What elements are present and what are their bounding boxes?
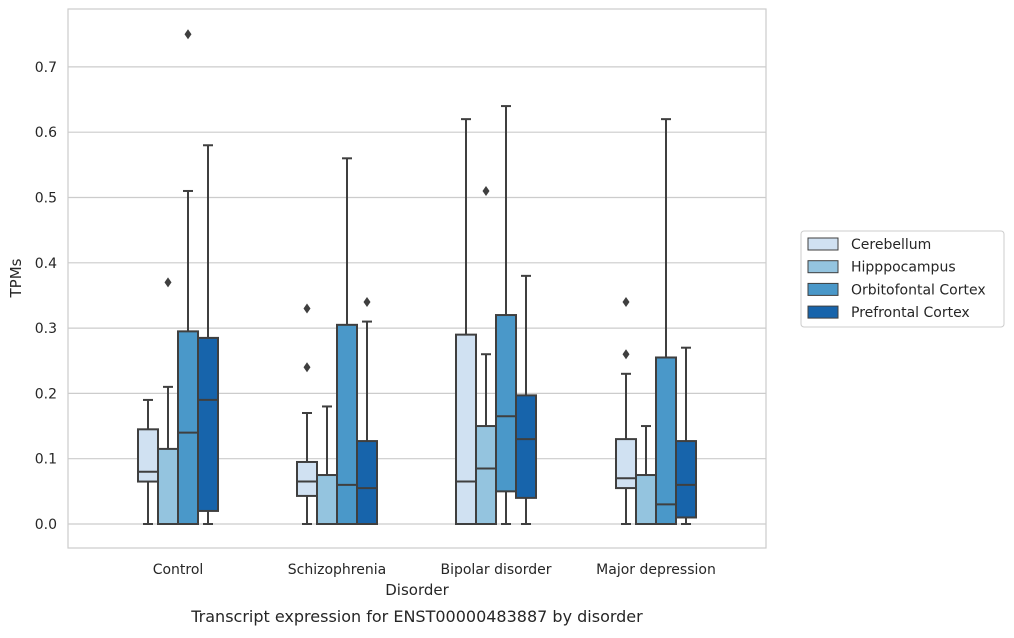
y-tick-label: 0.3 [35, 321, 57, 337]
box-iqr [495, 314, 517, 493]
y-tick-label: 0.1 [35, 452, 57, 468]
outlier-point [184, 29, 192, 40]
box-iqr [356, 440, 378, 525]
outlier-point [303, 362, 311, 373]
y-tick-label: 0.2 [35, 386, 57, 402]
legend-label: Cerebellum [851, 237, 931, 253]
outlier-point [363, 296, 371, 307]
box-iqr [177, 330, 199, 525]
plot-frame [67, 8, 767, 549]
x-tick-label: Schizophrenia [288, 562, 386, 578]
chart-caption: Transcript expression for ENST0000048388… [190, 607, 643, 626]
box-hipppocampus [475, 185, 497, 525]
x-axis-ticks: Control Schizophrenia Bipolar disorder Majo… [153, 562, 716, 578]
legend-swatch [807, 237, 839, 251]
y-tick-label: 0.7 [35, 60, 57, 76]
box-prefrontal-cortex [356, 296, 378, 525]
box-iqr [455, 333, 477, 525]
box-orbitofontal-cortex [177, 29, 199, 525]
box-prefrontal-cortex [515, 274, 537, 525]
x-tick-label: Major depression [596, 562, 716, 578]
y-tick-label: 0.5 [35, 191, 57, 207]
legend-frame [800, 230, 1005, 328]
outlier-point [622, 296, 630, 307]
box-prefrontal-cortex [197, 144, 219, 525]
box-orbitofontal-cortex [336, 157, 358, 525]
legend-swatch [807, 260, 839, 274]
box-prefrontal-cortex [675, 346, 697, 525]
box-groups [137, 29, 697, 525]
legend-label: Hipppocampus [851, 260, 956, 276]
legend-swatch [807, 305, 839, 319]
box-iqr [635, 474, 657, 525]
y-axis-ticks: 0.0 0.1 0.2 0.3 0.4 0.5 0.6 0.7 [35, 60, 57, 533]
y-axis-title: TPMs [7, 258, 25, 298]
box-cerebellum [296, 303, 318, 525]
box-cerebellum [137, 398, 159, 525]
box-iqr [296, 460, 318, 497]
legend-label: Prefrontal Cortex [851, 305, 970, 321]
outlier-point [482, 185, 490, 196]
box-iqr [197, 336, 219, 512]
legend: Cerebellum Hipppocampus Orbitofontal Corte… [800, 230, 1005, 328]
box-iqr [475, 425, 497, 525]
legend-label: Orbitofontal Cortex [851, 282, 986, 298]
outlier-point [303, 303, 311, 314]
y-tick-label: 0.6 [35, 125, 57, 141]
box-iqr [137, 428, 159, 483]
box-cerebellum [615, 296, 637, 525]
outlier-point [622, 349, 630, 360]
y-tick-label: 0.0 [35, 517, 57, 533]
x-tick-label: Bipolar disorder [440, 562, 551, 578]
box-iqr [157, 447, 179, 525]
x-axis-title: Disorder [385, 581, 449, 599]
box-hipppocampus [316, 405, 338, 525]
box-iqr [316, 474, 338, 525]
legend-swatch [807, 282, 839, 296]
box-orbitofontal-cortex [495, 105, 517, 525]
y-tick-label: 0.4 [35, 256, 57, 272]
box-iqr [615, 438, 637, 490]
box-iqr [336, 323, 358, 525]
box-iqr [515, 394, 537, 499]
box-iqr [655, 356, 677, 525]
box-iqr [675, 440, 697, 519]
outlier-point [164, 277, 172, 288]
x-tick-label: Control [153, 562, 204, 578]
